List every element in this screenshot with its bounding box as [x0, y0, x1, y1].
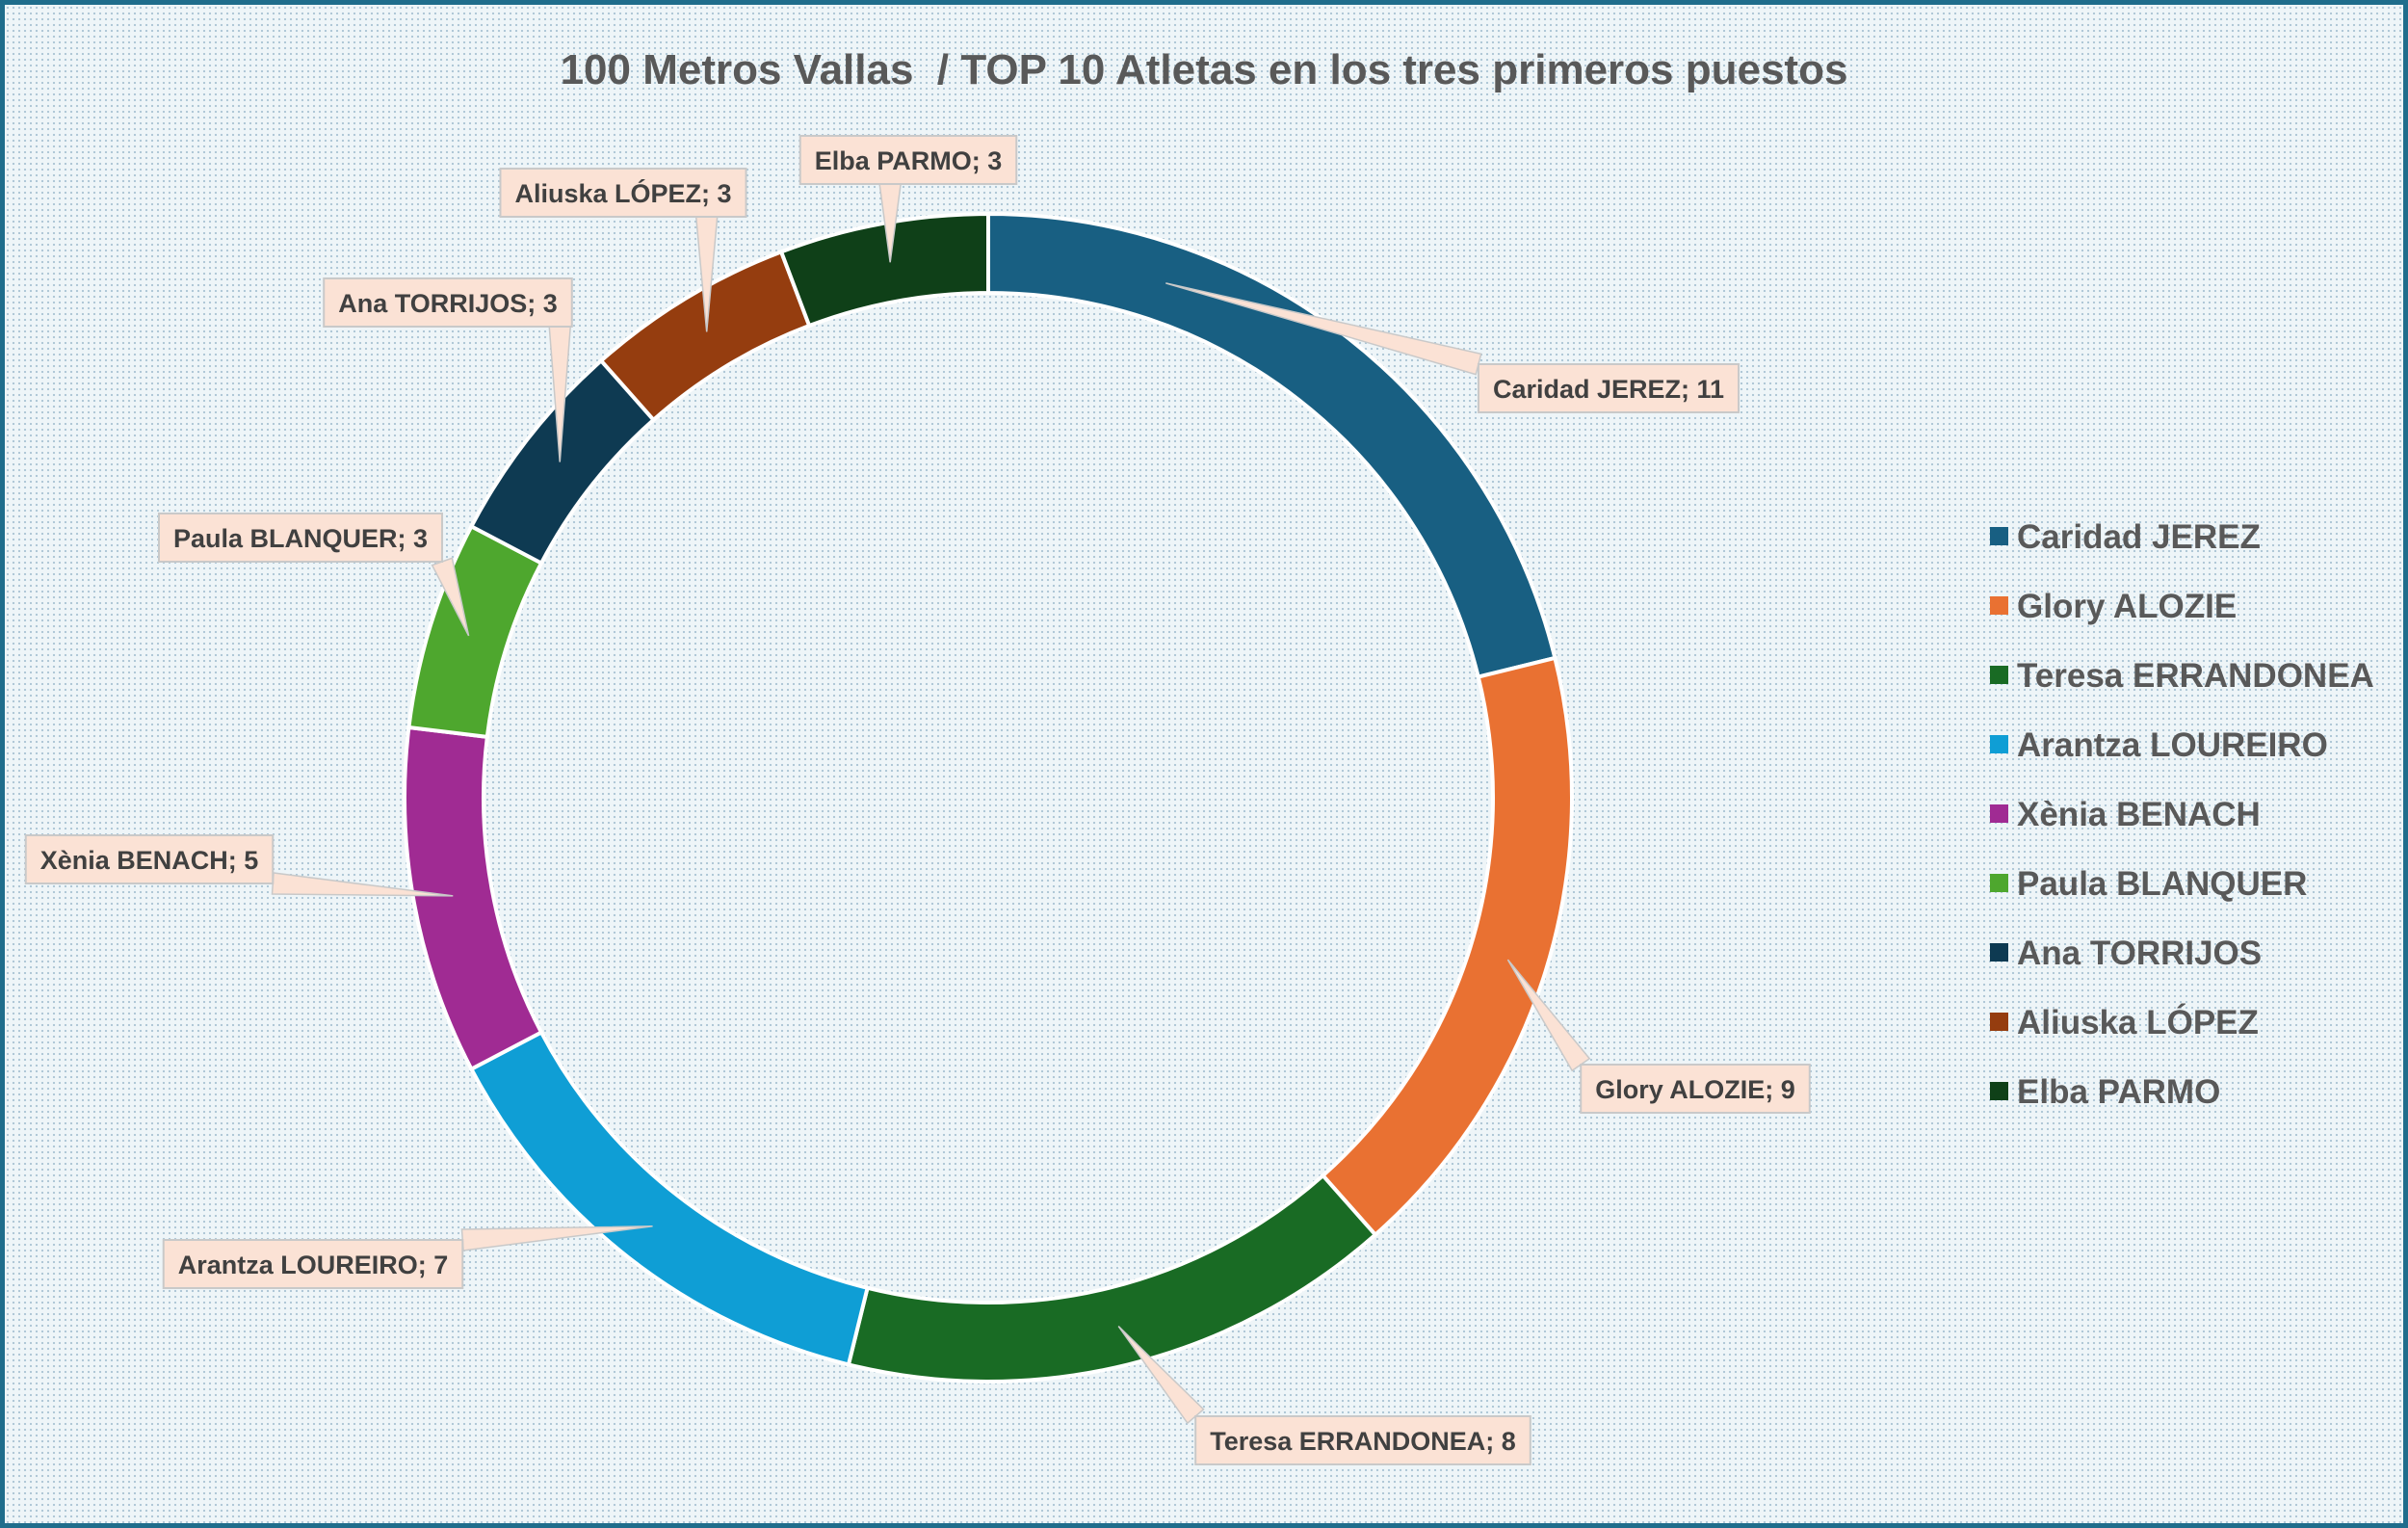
data-label-paula-blanquer: Paula BLANQUER; 3 — [173, 524, 428, 553]
data-label-box-aliuska-lopez — [499, 168, 747, 218]
data-label-arantza-loureiro: Arantza LOUREIRO; 7 — [178, 1251, 449, 1279]
data-label-xenia-benach: Xènia BENACH; 5 — [40, 846, 259, 875]
legend-label-paula-blanquer: Paula BLANQUER — [2017, 865, 2307, 903]
data-label-ana-torrijos: Ana TORRIJOS; 3 — [338, 289, 558, 318]
legend: Caridad JEREZ Glory ALOZIE Teresa ERRANDON… — [1990, 518, 2374, 1111]
slice-caridad-jerez — [986, 211, 1557, 680]
data-label-caridad-jerez: Caridad JEREZ; 11 — [1493, 375, 1724, 404]
chart-title: 100 Metros Vallas / TOP 10 Atletas en lo… — [561, 46, 1848, 93]
data-labels: Caridad JEREZ; 11 Glory ALOZIE; 9 Teresa E… — [24, 135, 1811, 1465]
legend-swatch-glory-alozie — [1990, 596, 2008, 615]
slice-elba-parmo — [778, 211, 990, 329]
data-label-box-caridad-jerez — [1477, 363, 1741, 413]
legend-label-glory-alozie: Glory ALOZIE — [2017, 588, 2237, 625]
legend-label-caridad-jerez: Caridad JEREZ — [2017, 518, 2261, 556]
leader-lines — [271, 183, 1591, 1425]
legend-label-elba-parmo: Elba PARMO — [2017, 1073, 2220, 1111]
legend-swatch-elba-parmo — [1990, 1082, 2008, 1100]
legend-label-ana-torrijos: Ana TORRIJOS — [2017, 935, 2262, 972]
donut-slices — [403, 211, 1574, 1383]
slice-arantza-loureiro — [468, 1029, 871, 1367]
legend-swatch-caridad-jerez — [1990, 527, 2008, 545]
legend-swatch-paula-blanquer — [1990, 874, 2008, 892]
legend-swatch-ana-torrijos — [1990, 943, 2008, 962]
data-label-box-teresa-errandonea — [1194, 1415, 1531, 1465]
data-label-box-ana-torrijos — [323, 277, 573, 328]
data-label-teresa-errandonea: Teresa ERRANDONEA; 8 — [1210, 1427, 1516, 1456]
data-label-box-arantza-loureiro — [162, 1239, 464, 1289]
legend-swatch-xenia-benach — [1990, 804, 2008, 823]
legend-label-teresa-errandonea: Teresa ERRANDONEA — [2017, 657, 2374, 695]
data-label-elba-parmo: Elba PARMO; 3 — [815, 146, 1003, 175]
slice-xenia-benach — [403, 724, 544, 1072]
legend-swatch-arantza-loureiro — [1990, 735, 2008, 753]
data-label-glory-alozie: Glory ALOZIE; 9 — [1595, 1075, 1795, 1104]
legend-label-aliuska-lopez: Aliuska LÓPEZ — [2017, 1003, 2259, 1041]
slice-teresa-errandonea — [846, 1172, 1378, 1383]
legend-swatch-aliuska-lopez — [1990, 1013, 2008, 1031]
donut-chart: 100 Metros Vallas / TOP 10 Atletas en lo… — [24, 46, 2374, 1465]
data-label-box-glory-alozie — [1580, 1064, 1811, 1114]
data-label-box-paula-blanquer — [157, 513, 444, 563]
data-label-aliuska-lopez: Aliuska LÓPEZ; 3 — [514, 178, 731, 208]
legend-label-xenia-benach: Xènia BENACH — [2017, 796, 2261, 833]
data-label-box-elba-parmo — [798, 135, 1018, 185]
data-label-box-xenia-benach — [24, 834, 275, 884]
legend-label-arantza-loureiro: Arantza LOUREIRO — [2017, 726, 2328, 764]
legend-swatch-teresa-errandonea — [1990, 666, 2008, 684]
slice-glory-alozie — [1320, 655, 1574, 1238]
